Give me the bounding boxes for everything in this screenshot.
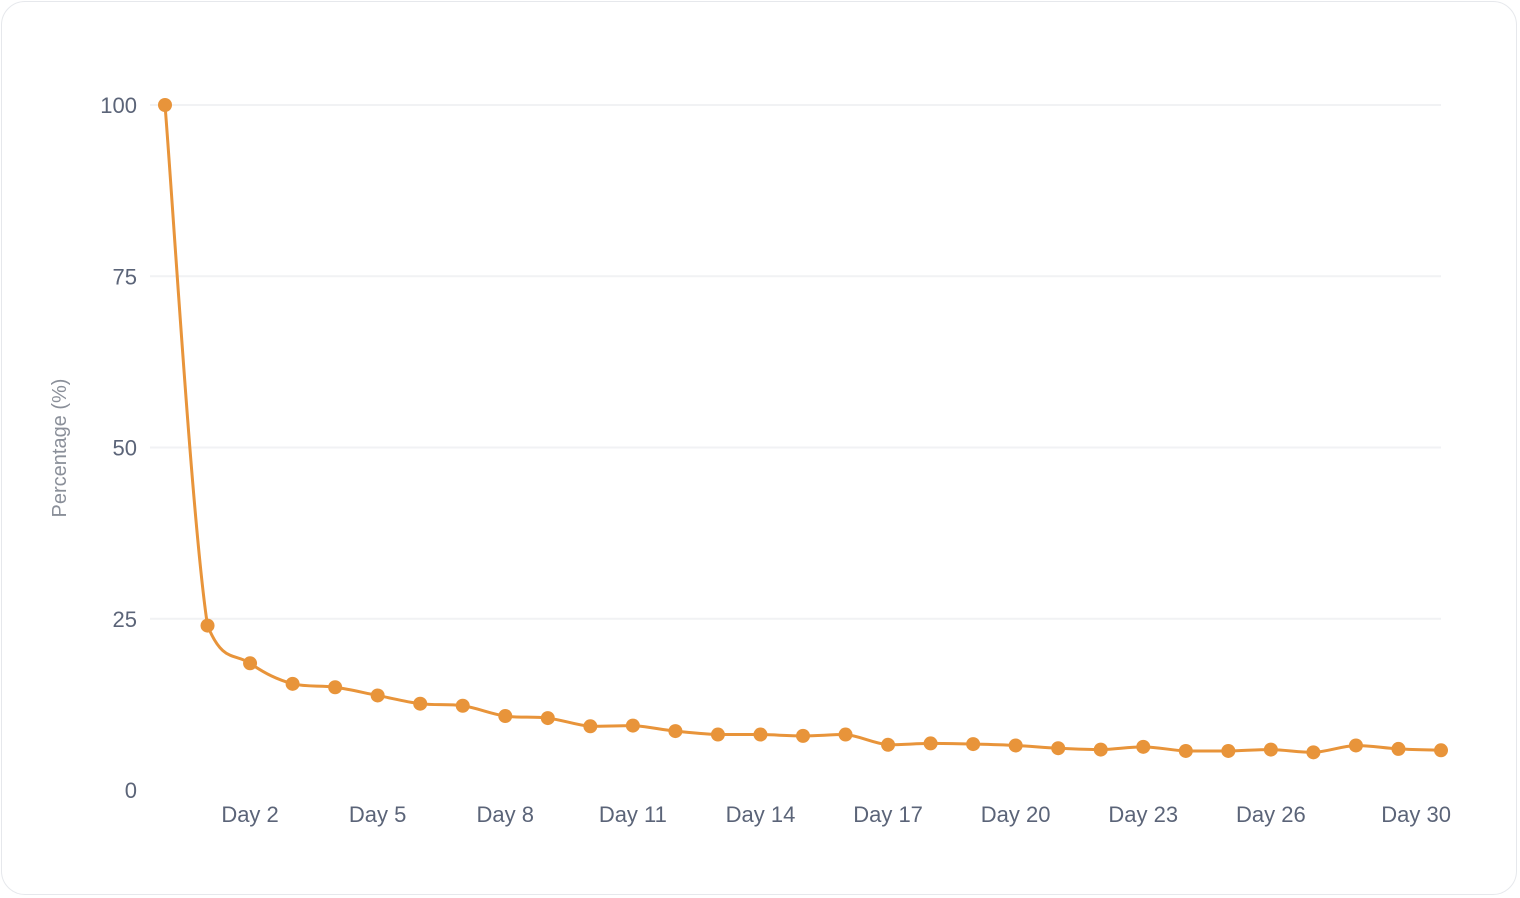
x-tick-label: Day 26 [1236,802,1306,827]
data-point[interactable] [1093,742,1108,757]
data-point[interactable] [1136,739,1151,754]
y-tick-label: 25 [113,607,137,632]
x-tick-label: Day 2 [221,802,278,827]
x-tick-label: Day 17 [853,802,923,827]
x-tick-label: Day 14 [726,802,796,827]
y-tick-label: 75 [113,264,137,289]
y-tick-label: 0 [125,778,137,803]
y-tick-label: 50 [113,436,137,461]
x-tick-label: Day 20 [981,802,1051,827]
y-axis-ticks: 0 25 50 75 100 [100,93,137,803]
data-point[interactable] [583,719,598,734]
data-point[interactable] [1348,738,1363,753]
data-point[interactable] [1051,741,1066,756]
data-point[interactable] [540,711,555,726]
data-point[interactable] [1221,743,1236,758]
data-point[interactable] [1008,738,1023,753]
data-point[interactable] [328,680,343,695]
data-point[interactable] [625,718,640,733]
data-point[interactable] [966,737,981,752]
x-tick-label: Day 5 [349,802,406,827]
x-tick-label: Day 30 [1381,802,1451,827]
data-point[interactable] [243,656,258,671]
data-point[interactable] [1178,743,1193,758]
data-point[interactable] [881,737,896,752]
data-point[interactable] [753,727,768,742]
x-axis-ticks: Day 2 Day 5 Day 8 Day 11 Day 14 Day 17 Day 20 D… [221,802,1451,827]
data-point[interactable] [413,696,428,711]
data-point[interactable] [1306,745,1321,760]
data-point[interactable] [838,727,853,742]
data-point[interactable] [796,728,810,743]
data-point[interactable] [498,709,513,724]
data-point[interactable] [285,676,300,691]
data-point[interactable] [1263,742,1278,757]
data-point[interactable] [1434,743,1448,758]
x-tick-label: Day 11 [599,802,667,827]
data-point[interactable] [668,724,683,739]
x-tick-label: Day 8 [477,802,534,827]
data-point[interactable] [158,98,172,112]
series-layer [158,98,1448,760]
data-point[interactable] [923,736,938,751]
data-point[interactable] [200,618,215,633]
x-tick-label: Day 23 [1108,802,1178,827]
data-point[interactable] [455,698,470,713]
gridlines [150,104,1441,620]
data-point[interactable] [1391,741,1406,756]
data-point[interactable] [370,688,385,703]
series-line [163,104,1442,754]
y-axis-title: Percentage (%) [49,379,71,518]
y-tick-label: 100 [100,93,137,118]
data-point[interactable] [710,727,725,742]
